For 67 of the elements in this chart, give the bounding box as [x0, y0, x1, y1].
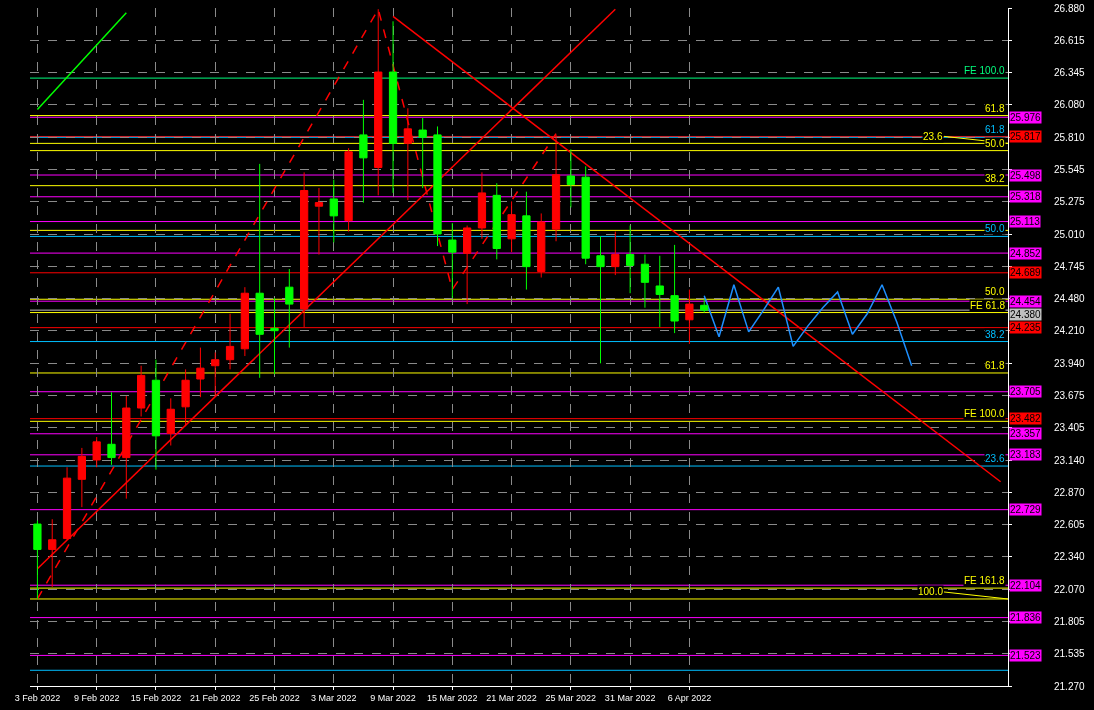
y-tick-label: 22.340: [1054, 551, 1086, 563]
ref-line-label: 21.523: [1010, 650, 1042, 661]
y-tick-label: 22.605: [1054, 519, 1086, 531]
x-tick-label: 9 Mar 2022: [370, 692, 416, 703]
x-tick-label: 25 Feb 2022: [249, 692, 300, 703]
annotation: FE 161.8: [964, 575, 1006, 586]
annotation: 50.0: [985, 223, 1005, 234]
y-tick-label: 25.810: [1054, 131, 1086, 143]
y-tick-label: 21.535: [1054, 648, 1086, 660]
annotation: 23.6: [923, 131, 943, 142]
annotation: 50.0: [985, 138, 1005, 149]
ref-line-label: 23.357: [1010, 428, 1042, 439]
ref-line-label: 23.482: [1010, 413, 1042, 424]
x-tick-label: 3 Mar 2022: [311, 692, 357, 703]
y-tick-label: 25.275: [1054, 196, 1086, 208]
y-tick-label: 24.480: [1054, 292, 1086, 304]
annotation: FE 100.0: [964, 65, 1006, 76]
x-tick-label: 31 Mar 2022: [604, 692, 656, 703]
y-tick-label: 26.080: [1054, 99, 1086, 111]
ref-line-label: 24.852: [1010, 248, 1042, 259]
y-tick-label: 21.805: [1054, 615, 1086, 627]
ref-line-label: 24.235: [1010, 322, 1042, 333]
ref-line-label: 23.183: [1010, 449, 1042, 460]
y-tick-label: 26.880: [1054, 2, 1086, 14]
ref-line-label: 25.817: [1010, 131, 1042, 142]
x-tick-label: 21 Mar 2022: [486, 692, 537, 703]
ref-line-label: 24.380: [1010, 309, 1042, 320]
annotation: 50.0: [985, 286, 1005, 297]
y-tick-label: 26.345: [1054, 67, 1086, 79]
y-tick-label: 23.405: [1054, 422, 1086, 434]
x-tick-label: 25 Mar 2022: [545, 692, 597, 703]
x-tick-label: 9 Feb 2022: [73, 692, 120, 703]
x-tick-label: 15 Mar 2022: [427, 692, 478, 703]
x-tick-label: 6 Apr 2022: [667, 692, 712, 703]
annotation: 23.6: [985, 453, 1005, 464]
y-tick-label: 25.545: [1054, 163, 1086, 175]
annotation: 61.8: [985, 360, 1005, 371]
x-tick-label: 21 Feb 2022: [189, 692, 241, 703]
annotation: FE 61.8: [970, 300, 1006, 311]
annotation: 61.8: [985, 103, 1005, 114]
y-tick-label: 23.940: [1054, 357, 1086, 369]
y-tick-label: 24.745: [1054, 260, 1086, 272]
annotation: 38.2: [985, 329, 1005, 340]
y-tick-label: 23.675: [1054, 389, 1086, 401]
y-tick-label: 26.615: [1054, 34, 1086, 46]
ref-line-label: 25.318: [1010, 191, 1042, 202]
ref-line-label: 24.689: [1010, 267, 1042, 278]
ref-line-label: 25.498: [1010, 170, 1042, 181]
x-tick-label: 3 Feb 2022: [14, 692, 61, 703]
x-tick-label: 15 Feb 2022: [130, 692, 182, 703]
y-tick-label: 21.270: [1054, 680, 1086, 692]
ref-line-label: 25.113: [1010, 216, 1041, 227]
y-tick-label: 23.140: [1054, 454, 1086, 466]
y-tick-label: 25.010: [1054, 228, 1086, 240]
annotation: FE 100.0: [964, 408, 1006, 419]
ref-line-label: 21.836: [1010, 612, 1042, 623]
y-tick-label: 22.070: [1054, 583, 1086, 595]
ref-line-label: 22.104: [1010, 580, 1042, 591]
y-tick-label: 22.870: [1054, 487, 1086, 499]
ref-line-label: 25.976: [1010, 112, 1042, 123]
ref-line-label: 24.454: [1010, 296, 1042, 307]
annotation: 38.2: [985, 173, 1005, 184]
y-tick-label: 24.210: [1054, 325, 1086, 337]
annotation: 61.8: [985, 124, 1005, 135]
annotation: 100.0: [918, 586, 944, 597]
ref-line-label: 22.729: [1010, 504, 1042, 515]
ref-line-label: 23.705: [1010, 386, 1042, 397]
